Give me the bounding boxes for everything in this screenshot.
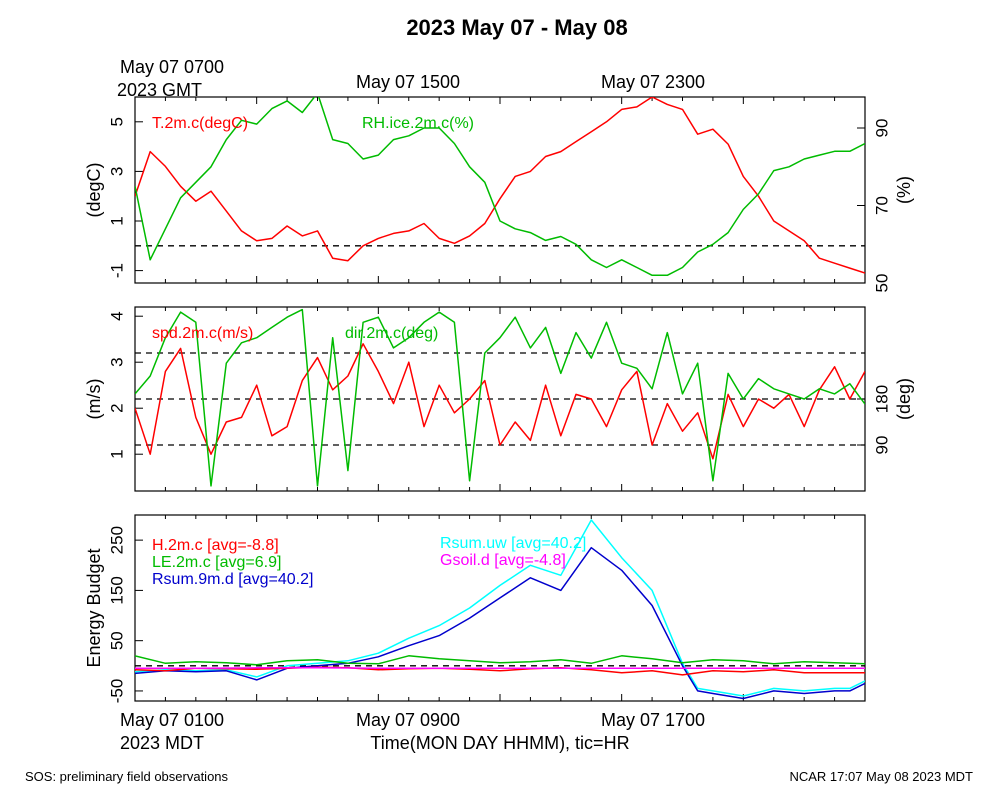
legend-entry: H.2m.c [avg=-8.8]: [152, 537, 279, 554]
series-line-gsoil-d: [135, 667, 865, 670]
top-time-label-2: May 07 2300: [601, 72, 705, 92]
y-tick-label: 3: [107, 357, 126, 366]
top-tz-label: 2023 GMT: [117, 80, 202, 100]
y-tick-label: 5: [107, 117, 126, 126]
y-tick-label: -50: [107, 679, 126, 704]
legend-entry: spd.2m.c(m/s): [152, 325, 253, 342]
series-line-t-2m-c-degc-: [135, 97, 865, 274]
series-line-spd-2m-c-m-s-: [135, 343, 865, 460]
y2-tick-label: 50: [872, 274, 891, 293]
y-tick-label: 1: [107, 449, 126, 458]
left-axis-title: (degC): [84, 162, 104, 217]
y2-tick-label: 180: [872, 385, 891, 413]
series-line-rh-ice-2m-c-: [135, 97, 865, 277]
legend-entry: Gsoil.d [avg=-4.8]: [440, 552, 566, 569]
y-tick-label: -1: [107, 263, 126, 278]
y-tick-label: 250: [107, 526, 126, 554]
series-line-rsum-9m-d: [135, 546, 865, 700]
y-tick-label: 1: [107, 216, 126, 225]
chart-title: 2023 May 07 - May 08: [406, 15, 627, 40]
y-tick-label: 4: [107, 311, 126, 320]
y-tick-label: 50: [107, 631, 126, 650]
legend-entry: T.2m.c(degC): [152, 115, 248, 132]
legend-entry: dir.2m.c(deg): [345, 325, 438, 342]
y-tick-label: 150: [107, 576, 126, 604]
series-line-rsum-uw: [135, 519, 865, 697]
legend-entry: Rsum.9m.d [avg=40.2]: [152, 571, 313, 588]
x-tz-label: 2023 MDT: [120, 733, 204, 753]
y2-tick-label: 90: [872, 119, 891, 138]
y2-tick-label: 70: [872, 196, 891, 215]
left-axis-title: Energy Budget: [84, 548, 104, 667]
series-line-dir-2m-c-deg-: [135, 308, 865, 487]
right-axis-title: (deg): [894, 378, 914, 420]
wind-panel: 1 2 3 4 (m/s) 90 180 (deg) spd.2m.c(m/s) dir.2m.c…: [84, 306, 914, 492]
legend-entry: Rsum.uw [avg=40.2]: [440, 535, 586, 552]
y-tick-label: 3: [107, 167, 126, 176]
y2-tick-label: 90: [872, 436, 891, 455]
legend-entry: LE.2m.c [avg=6.9]: [152, 554, 281, 571]
top-time-label-1: May 07 1500: [356, 72, 460, 92]
left-axis-title: (m/s): [84, 379, 104, 420]
footer-right: NCAR 17:07 May 08 2023 MDT: [789, 769, 973, 784]
x-label-2: May 07 1700: [601, 710, 705, 730]
legend-entry: RH.ice.2m.c(%): [362, 115, 474, 132]
temperature-humidity-panel: -1 1 3 5 (degC) 50 70 90 (%) T.2m.c(degC) RH.ice.2…: [84, 96, 914, 293]
y-tick-label: 2: [107, 403, 126, 412]
series-line-h-2m-c: [135, 666, 865, 676]
x-label-0: May 07 0100: [120, 710, 224, 730]
x-axis-title: Time(MON DAY HHMM), tic=HR: [370, 733, 629, 753]
right-axis-title: (%): [894, 176, 914, 204]
footer-left: SOS: preliminary field observations: [25, 769, 229, 784]
x-label-1: May 07 0900: [356, 710, 460, 730]
top-time-label-0: May 07 0700: [120, 57, 224, 77]
series-line-le-2m-c: [135, 655, 865, 666]
